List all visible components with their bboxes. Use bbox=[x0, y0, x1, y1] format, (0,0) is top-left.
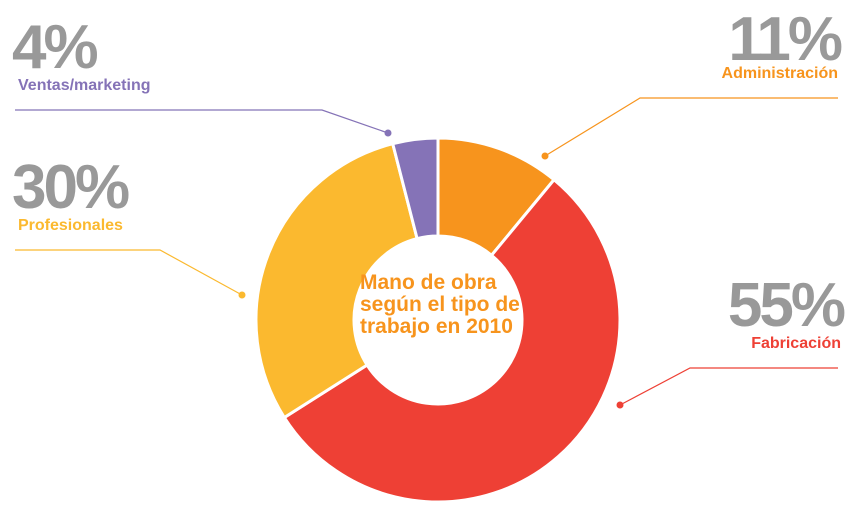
category-label: Profesionales bbox=[18, 217, 123, 234]
leader-dot bbox=[541, 152, 549, 160]
chart-title: Mano de obra según el tipo de trabajo en… bbox=[360, 271, 520, 338]
leader-dot bbox=[238, 291, 246, 299]
leader-dot bbox=[616, 401, 624, 409]
category-label: Administración bbox=[722, 65, 838, 82]
donut-segment bbox=[254, 141, 419, 420]
leader-line bbox=[619, 367, 838, 406]
donut-segment bbox=[390, 136, 440, 241]
value-label: 55% bbox=[728, 271, 845, 340]
leader-line bbox=[15, 109, 389, 134]
leader-dot bbox=[384, 129, 392, 137]
value-label: 4% bbox=[12, 13, 97, 82]
donut-segment bbox=[282, 177, 622, 504]
leader-line bbox=[544, 97, 838, 157]
category-label: Fabricación bbox=[751, 335, 841, 352]
leader-line bbox=[15, 249, 243, 296]
category-label: Ventas/marketing bbox=[18, 77, 151, 94]
value-label: 11% bbox=[728, 5, 842, 74]
value-label: 30% bbox=[12, 153, 129, 222]
